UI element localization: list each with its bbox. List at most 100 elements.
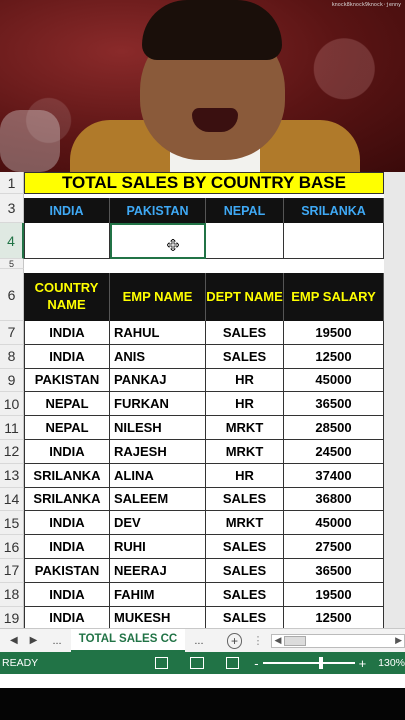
row-header[interactable]: 7 [0, 321, 24, 345]
salary-cell[interactable]: 12500 [284, 606, 384, 628]
column-header-dept-name[interactable]: DEPT NAME [206, 273, 284, 321]
dept-cell[interactable]: HR [206, 392, 284, 417]
page-layout-view-icon[interactable] [190, 657, 204, 669]
spreadsheet-grid[interactable]: 1 TOTAL SALES BY COUNTRY BASE 3 INDIA PA… [0, 172, 405, 628]
row-header[interactable]: 9 [0, 368, 24, 393]
row-header-5[interactable]: 5 [0, 259, 24, 269]
emp-name-cell[interactable]: NILESH [110, 416, 206, 440]
salary-cell[interactable]: 28500 [284, 416, 384, 440]
row-header[interactable]: 14 [0, 487, 24, 512]
dept-cell[interactable]: HR [206, 368, 284, 393]
dept-cell[interactable]: SALES [206, 487, 284, 512]
dept-cell[interactable]: SALES [206, 606, 284, 628]
row-header[interactable]: 11 [0, 416, 24, 440]
emp-name-cell[interactable]: DEV [110, 511, 206, 536]
tab-splitter-icon[interactable]: ⋮ [252, 635, 264, 647]
zoom-out-icon[interactable]: - [254, 655, 259, 671]
row-header-4[interactable]: 4 [0, 223, 24, 259]
salary-cell[interactable]: 37400 [284, 463, 384, 488]
scroll-left-icon[interactable]: ◀ [274, 634, 282, 645]
next-sheet-icon[interactable]: ▶ [29, 635, 38, 646]
zoom-level[interactable]: 130% [378, 657, 405, 669]
row-header[interactable]: 12 [0, 440, 24, 464]
country-cell[interactable]: NEPAL [24, 392, 110, 417]
row-header-3[interactable]: 3 [0, 194, 24, 223]
total-cell-srilanka[interactable] [284, 223, 384, 259]
emp-name-cell[interactable]: RAHUL [110, 321, 206, 345]
scrollbar-thumb[interactable] [284, 635, 307, 646]
country-cell[interactable]: INDIA [24, 344, 110, 369]
country-cell[interactable]: NEPAL [24, 416, 110, 440]
row-header[interactable]: 13 [0, 463, 24, 488]
dept-cell[interactable]: SALES [206, 559, 284, 583]
country-header-nepal[interactable]: NEPAL [206, 198, 284, 223]
country-cell[interactable]: SRILANKA [24, 487, 110, 512]
country-header-pakistan[interactable]: PAKISTAN [110, 198, 206, 223]
emp-name-cell[interactable]: FURKAN [110, 392, 206, 417]
scroll-right-icon[interactable]: ▶ [395, 634, 403, 645]
tab-total-sales[interactable]: TOTAL SALES CC [70, 628, 186, 653]
emp-name-cell[interactable]: ANIS [110, 344, 206, 369]
salary-cell[interactable]: 36500 [284, 392, 384, 417]
country-cell[interactable]: PAKISTAN [24, 559, 110, 583]
row-header[interactable]: 17 [0, 559, 24, 583]
dept-cell[interactable]: SALES [206, 535, 284, 559]
row-header[interactable]: 18 [0, 582, 24, 607]
country-cell[interactable]: SRILANKA [24, 463, 110, 488]
country-cell[interactable]: INDIA [24, 582, 110, 607]
country-cell[interactable]: INDIA [24, 606, 110, 628]
salary-cell[interactable]: 36800 [284, 487, 384, 512]
country-header-srilanka[interactable]: SRILANKA [284, 198, 384, 223]
salary-cell[interactable]: 36500 [284, 559, 384, 583]
more-sheets-left[interactable]: ... [52, 634, 62, 647]
country-header-india[interactable]: INDIA [24, 198, 110, 223]
emp-name-cell[interactable]: SALEEM [110, 487, 206, 512]
dept-cell[interactable]: SALES [206, 344, 284, 369]
emp-name-cell[interactable]: ALINA [110, 463, 206, 488]
total-cell-pakistan[interactable] [110, 223, 206, 259]
column-header-emp-salary[interactable]: EMP SALARY [284, 273, 384, 321]
row-header-1[interactable]: 1 [0, 172, 24, 194]
sheet-title[interactable]: TOTAL SALES BY COUNTRY BASE [24, 172, 384, 194]
salary-cell[interactable]: 24500 [284, 440, 384, 464]
column-header-emp-name[interactable]: EMP NAME [110, 273, 206, 321]
emp-name-cell[interactable]: NEERAJ [110, 559, 206, 583]
country-cell[interactable]: INDIA [24, 535, 110, 559]
row-header[interactable]: 10 [0, 392, 24, 417]
total-cell-india[interactable] [24, 223, 110, 259]
country-cell[interactable]: INDIA [24, 321, 110, 345]
zoom-in-icon[interactable]: + [358, 655, 367, 671]
salary-cell[interactable]: 19500 [284, 582, 384, 607]
prev-sheet-icon[interactable]: ◀ [9, 635, 18, 646]
dept-cell[interactable]: MRKT [206, 416, 284, 440]
salary-cell[interactable]: 19500 [284, 321, 384, 345]
column-header-country-name[interactable]: COUNTRY NAME [24, 273, 110, 321]
dept-cell[interactable]: SALES [206, 321, 284, 345]
salary-cell[interactable]: 12500 [284, 344, 384, 369]
country-cell[interactable]: INDIA [24, 511, 110, 536]
emp-name-cell[interactable]: RUHI [110, 535, 206, 559]
emp-name-cell[interactable]: MUKESH [110, 606, 206, 628]
salary-cell[interactable]: 45000 [284, 511, 384, 536]
row-header[interactable]: 19 [0, 606, 24, 628]
row-header[interactable]: 15 [0, 511, 24, 536]
dept-cell[interactable]: MRKT [206, 440, 284, 464]
dept-cell[interactable]: HR [206, 463, 284, 488]
zoom-slider-knob[interactable] [318, 657, 323, 669]
country-cell[interactable]: INDIA [24, 440, 110, 464]
row-header[interactable]: 8 [0, 344, 24, 369]
more-sheets-right[interactable]: ... [194, 634, 204, 647]
row-header-6[interactable]: 6 [0, 269, 24, 321]
total-cell-nepal[interactable] [206, 223, 284, 259]
emp-name-cell[interactable]: FAHIM [110, 582, 206, 607]
country-cell[interactable]: PAKISTAN [24, 368, 110, 393]
zoom-slider[interactable] [262, 657, 355, 669]
salary-cell[interactable]: 27500 [284, 535, 384, 559]
horizontal-scrollbar[interactable]: ◀ ▶ [271, 633, 405, 648]
row-header[interactable]: 16 [0, 535, 24, 559]
dept-cell[interactable]: SALES [206, 582, 284, 607]
dept-cell[interactable]: MRKT [206, 511, 284, 536]
salary-cell[interactable]: 45000 [284, 368, 384, 393]
emp-name-cell[interactable]: RAJESH [110, 440, 206, 464]
emp-name-cell[interactable]: PANKAJ [110, 368, 206, 393]
